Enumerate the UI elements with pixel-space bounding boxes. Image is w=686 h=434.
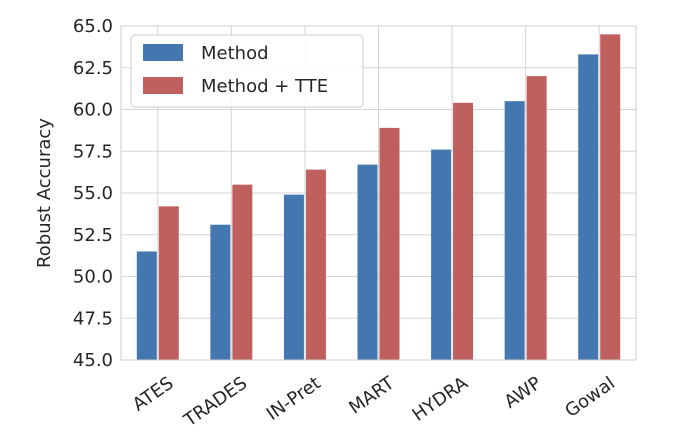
bar-method-mart [357,164,378,360]
bar-method-tte-trades [232,184,253,360]
x-tick-label: Gowal [561,373,619,422]
bar-method-tte-hydra [453,102,474,360]
bar-method-trades [210,224,231,360]
legend-label-method: Method [201,43,269,64]
y-axis-label: Robust Accuracy [34,118,55,268]
y-tick-label: 65.0 [73,16,113,37]
x-tick-label: TRADES [179,373,251,432]
legend-swatch-method [143,44,183,61]
x-tick-label: MART [345,372,399,418]
x-tick-label: HYDRA [409,372,473,425]
bar-method-tte-in-pret [305,169,326,360]
y-tick-label: 50.0 [73,267,113,288]
y-tick-label: 60.0 [73,100,113,121]
bar-method-tte-awp [526,76,547,360]
bar-method-awp [504,101,525,361]
bars-group [136,34,621,361]
legend: Method Method + TTE [130,34,364,108]
bar-method-hydra [431,149,452,360]
x-tick-label: AWP [501,373,546,413]
plot-frame [120,25,637,361]
y-tick-label: 55.0 [73,183,113,204]
x-tick-label: ATES [129,373,178,416]
y-tick-label: 57.5 [73,141,113,162]
y-tick-label: 52.5 [73,225,113,246]
y-tick-label: 62.5 [73,58,113,79]
legend-label-method-tte: Method + TTE [201,76,328,97]
y-tick-label: 45.0 [73,350,113,371]
bar-method-ates [136,251,157,360]
legend-box [130,34,364,108]
bar-method-tte-mart [379,127,400,361]
bar-method-tte-gowal [600,34,621,360]
x-tick-labels: ATES TRADES IN-Pret MART HYDRA AWP Gowal [129,372,619,432]
y-tick-label: 47.5 [73,308,113,329]
bar-method-in-pret [283,194,304,360]
y-tick-labels: 45.0 47.5 50.0 52.5 55.0 57.5 60.0 62.5 65.0 [73,16,113,371]
bar-method-gowal [578,54,599,360]
x-tick-label: IN-Pret [263,373,325,425]
bar-method-tte-ates [158,206,179,360]
legend-swatch-method-tte [143,77,183,94]
